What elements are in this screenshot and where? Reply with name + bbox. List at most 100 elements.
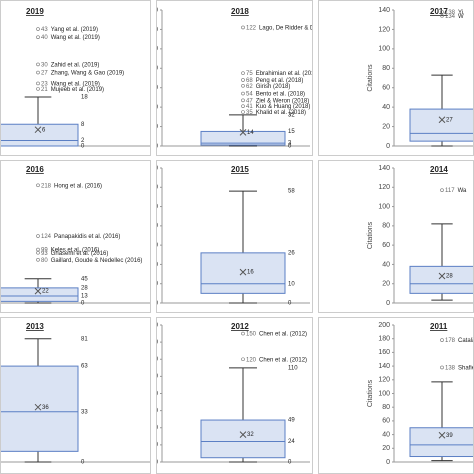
outlier-value: 27 [41,70,48,76]
y-tick-label: 0 [154,459,158,466]
value-label: 26 [288,250,295,256]
value-label: 18 [81,95,88,101]
outlier-label: 218 Hong et al. (2016) [41,183,102,189]
y-tick-label: 70 [150,165,158,172]
outlier-name: Yi [458,10,463,16]
outlier [36,250,40,255]
chart-title: 2013 [26,322,44,331]
panel: 020406080100120140Citations2014288238203… [318,160,474,313]
y-tick-label: 60 [150,407,158,414]
panel-frame [156,160,313,313]
mean-label: 36 [42,405,49,411]
panel-content: 020406080100120140Citations2014288238203… [367,165,474,307]
outlier-name: Zahid et al. (2019) [51,62,100,68]
value-label: 10 [288,281,295,287]
outlier [241,25,245,30]
y-axis-label: Citations [367,379,374,407]
outlier [36,247,40,252]
mean-label: 14 [247,130,254,136]
outlier-label: 178Catalão, Pousinho & M [445,338,474,344]
outlier-label: 117 Wa [445,188,467,194]
outlier [440,188,444,192]
chart-title: 2012 [231,322,249,331]
y-tick-label: 140 [146,7,158,14]
y-tick-label: 60 [150,184,158,191]
y-tick-label: 140 [378,363,390,370]
y-tick-label: 200 [378,322,390,329]
value-label: 13 [81,294,88,300]
panel: 0 20 40 60 80 100 120 140 160 180 200 Citations 2011… [318,317,474,474]
outlier-value: 80 [41,257,48,263]
outlier [440,365,444,370]
y-tick-label: 10 [150,281,158,288]
y-tick-label: 120 [146,26,158,33]
y-tick-label: 0 [386,143,390,150]
outlier [36,27,40,31]
outlier-name: Zhang, Wang & Gao (2019) [51,70,125,76]
outlier [36,62,40,67]
value-label: 49 [288,418,295,424]
y-tick-label: 20 [382,281,390,288]
outlier [241,71,245,75]
mean-marker [438,431,446,439]
outlier-label: 138 Yi [445,10,463,16]
panel: 0 10 20 30 40 50 60 70 Citations 2015 16 58 26 10 0 [135,160,313,313]
outlier-label: 75 Ebrahimian et al. (2018) [246,71,320,77]
panel-content: 0 10 20 30 40 50 60 70 Citations 2015 16 58 26 10 0 [135,165,310,307]
y-tick-label: 20 [382,123,390,130]
y-tick-label: 40 [150,425,158,432]
y-tick-label: 40 [382,261,390,268]
panel: 020406080100120140Citations2018143215301… [135,0,361,156]
outlier-value: 62 [246,83,253,89]
value-label: 45 [81,276,88,282]
box [409,265,474,294]
outlier-name: Ghasemi et al. (2016) [51,250,109,256]
y-axis-label: Citations [135,64,142,92]
box [0,123,79,147]
outlier-name: Kuo & Huang (2018) [256,104,311,110]
y-tick-label: 100 [146,46,158,53]
mean-label: 22 [42,289,49,295]
mean-marker [438,272,446,280]
mean-marker [239,431,247,438]
mean-label: 32 [247,432,254,438]
mean-label: 28 [446,274,453,280]
outlier-label: 122 Lago, De Ridder & De Schutter (2018) [246,25,361,31]
y-tick-label: 20 [150,442,158,449]
outlier-label: 35 Khalid et al. (2018) [246,110,306,116]
outlier-name: Ziel & Weron (2018) [256,98,310,104]
outlier [241,110,245,114]
outlier-label: 21 Mujeeb et al. (2019) [41,86,104,92]
y-tick-label: 120 [378,26,390,33]
box [409,427,474,458]
outlier-label: 40 Wang et al. (2019) [41,35,100,41]
y-tick-label: 0 [154,300,158,307]
outlier-label: 134 W [445,13,464,19]
y-tick-label: 60 [382,242,390,249]
outlier-value: 150 [246,331,257,337]
box [200,252,286,294]
y-axis-label: Citations [367,64,374,92]
mean-label: 27 [446,117,453,123]
outlier-name: W [458,13,464,19]
y-tick-label: 60 [150,85,158,92]
outlier-name: Lago, De Ridder & De Schutter (2018) [259,25,361,31]
outlier [36,87,40,91]
y-tick-label: 140 [378,165,390,172]
value-label: 81 [81,336,88,342]
outlier-value: 178 [445,338,456,344]
outlier-value: 35 [246,110,253,116]
value-label: 24 [288,439,295,445]
outlier [36,70,40,75]
y-tick-label: 40 [382,431,390,438]
outlier-value: 122 [246,25,257,31]
outlier-name: Gaillard, Goude & Nedellec (2016) [51,257,143,263]
value-label: 0 [288,144,292,150]
chart-title: 2016 [26,165,44,174]
value-label: 33 [81,409,88,415]
outlier [36,257,40,262]
outlier [241,83,245,88]
mean-marker [34,287,42,295]
y-axis-label: Citations [135,221,142,249]
